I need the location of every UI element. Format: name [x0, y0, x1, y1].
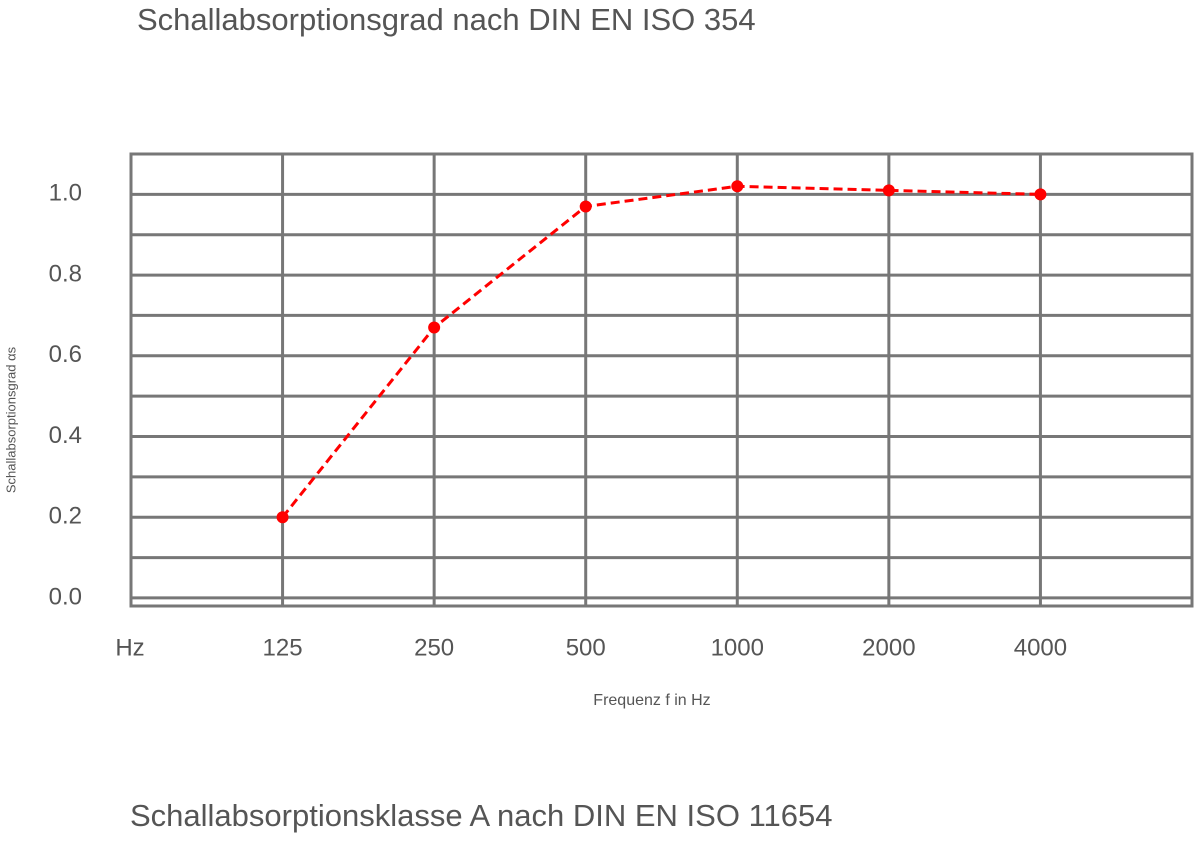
x-tick-label: 250 [414, 634, 454, 661]
y-axis-label: Schallabsorptionsgrad αs [3, 346, 18, 493]
x-tick-label: 125 [263, 634, 303, 661]
x-unit-label: Hz [115, 634, 144, 661]
x-tick-label: 1000 [711, 634, 764, 661]
data-point [1034, 188, 1047, 201]
x-tick-label: 4000 [1014, 634, 1067, 661]
data-line [281, 184, 1041, 519]
x-axis-label: Frequenz f in Hz [593, 692, 710, 709]
chart-title: Schallabsorptionsgrad nach DIN EN ISO 35… [137, 2, 756, 37]
data-point [276, 511, 289, 524]
x-tick-label: 2000 [862, 634, 915, 661]
data-point [882, 184, 895, 197]
data-point [579, 200, 592, 213]
y-tick-label: 0.4 [49, 422, 82, 449]
data-point [731, 180, 744, 193]
x-tick-label: 500 [566, 634, 606, 661]
y-tick-label: 0.8 [49, 260, 82, 287]
chart-subtitle: Schallabsorptionsklasse A nach DIN EN IS… [130, 798, 832, 833]
y-tick-label: 1.0 [49, 180, 82, 207]
data-point [428, 321, 441, 334]
plot-border [129, 152, 1194, 608]
y-tick-label: 0.6 [49, 341, 82, 368]
y-tick-label: 0.0 [49, 583, 82, 610]
y-tick-label: 0.2 [49, 503, 82, 530]
